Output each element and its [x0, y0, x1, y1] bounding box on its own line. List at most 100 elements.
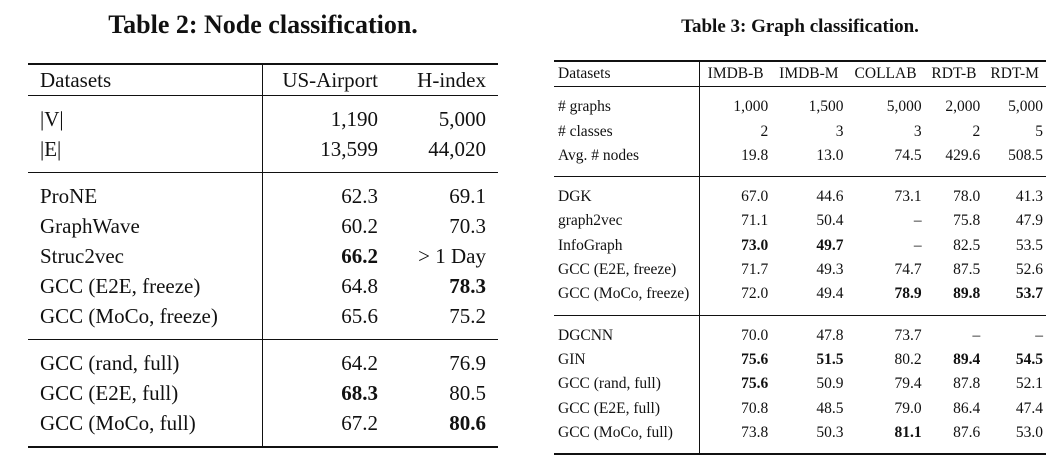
cell-value: 71.1 — [700, 209, 772, 233]
value: 87.6 — [953, 423, 981, 441]
cell-value: 508.5 — [983, 144, 1046, 177]
cell-value: 5,000 — [846, 87, 924, 120]
table-row: GCC (rand, full) 64.2 76.9 — [28, 339, 498, 378]
t3-header-0: Datasets — [554, 61, 700, 87]
cell-value: 73.0 — [700, 234, 772, 258]
cell-value: 62.3 — [263, 173, 389, 212]
value: 79.0 — [894, 399, 922, 417]
table-row: # classes 2 3 3 2 5 — [554, 119, 1046, 144]
value: 3 — [835, 122, 844, 140]
value: 41.3 — [1015, 188, 1043, 206]
cell-value: 2 — [700, 120, 772, 144]
value: – — [1035, 326, 1043, 344]
value: 76.9 — [449, 351, 486, 375]
cell-value: 70.0 — [700, 315, 772, 348]
row-label: GCC (E2E, full) — [28, 378, 263, 408]
cell-value: 73.1 — [846, 177, 924, 210]
t3-header-2: IMDB-M — [779, 65, 839, 82]
table-row: GIN 75.6 51.5 80.2 89.4 54.5 — [554, 347, 1046, 373]
best-value: 54.5 — [1015, 350, 1043, 368]
cell-value: 1,500 — [771, 87, 846, 120]
cell-value: 1,000 — [700, 87, 772, 120]
value: 80.5 — [449, 381, 486, 405]
value: 429.6 — [945, 146, 981, 164]
best-value: 53.7 — [1015, 285, 1043, 303]
value: 47.9 — [1015, 212, 1043, 230]
row-label: Struc2vec — [28, 241, 263, 271]
cell-value: 67.0 — [700, 177, 772, 210]
cell-value: 73.7 — [846, 315, 924, 348]
value: 67.2 — [341, 411, 378, 435]
value: 53.0 — [1015, 423, 1043, 441]
cell-value: 3 — [771, 120, 846, 144]
row-label: graph2vec — [554, 209, 700, 234]
best-value: 81.1 — [894, 423, 922, 441]
value: 49.4 — [816, 285, 844, 303]
row-label: GCC (rand, full) — [554, 372, 700, 397]
value: 70.3 — [449, 214, 486, 238]
cell-value: 429.6 — [925, 144, 984, 177]
cell-value: – — [846, 234, 924, 258]
cell-value: 70.8 — [700, 397, 772, 421]
cell-value: 13,599 — [263, 134, 389, 173]
cell-value: 2 — [925, 120, 984, 144]
row-label: GIN — [554, 347, 700, 373]
value: 73.8 — [741, 423, 769, 441]
value: 1,190 — [330, 107, 378, 131]
cell-value: 49.4 — [771, 282, 846, 315]
cell-value: 49.3 — [771, 258, 846, 282]
value: 2 — [972, 122, 981, 140]
value: 5 — [1035, 122, 1043, 140]
cell-value: 75.2 — [388, 301, 498, 340]
table-row: GCC (MoCo, full) 67.2 80.6 — [28, 408, 498, 447]
cell-value: 78.3 — [388, 271, 498, 301]
t3-header-4: RDT-B — [931, 65, 977, 82]
value: 75.2 — [449, 304, 486, 328]
best-value: 89.4 — [953, 350, 981, 368]
value: 47.8 — [816, 326, 844, 344]
value: 67.0 — [741, 188, 769, 206]
cell-value: 78.9 — [846, 282, 924, 315]
value: 3 — [913, 122, 922, 140]
value: 87.5 — [953, 261, 981, 279]
cell-value: 89.4 — [925, 348, 984, 372]
table-row: # graphs 1,000 1,500 5,000 2,000 5,000 — [554, 86, 1046, 120]
best-value: 78.9 — [894, 285, 922, 303]
t3-header-1: IMDB-B — [707, 65, 764, 82]
table-row: ProNE 62.3 69.1 — [28, 172, 498, 212]
cell-value: 87.8 — [925, 372, 984, 396]
row-label: GCC (E2E, freeze) — [554, 258, 700, 283]
table-row: GCC (MoCo, full) 73.8 50.3 81.1 87.6 53.0 — [554, 420, 1046, 455]
cell-value: 64.8 — [263, 271, 389, 301]
table-row: InfoGraph 73.0 49.7 – 82.5 53.5 — [554, 233, 1046, 259]
cell-value: 5,000 — [388, 96, 498, 135]
row-label: GCC (E2E, full) — [554, 396, 700, 421]
cell-value: 69.1 — [388, 173, 498, 212]
value: – — [913, 236, 922, 254]
t2-header-1: US-Airport — [282, 68, 378, 92]
cell-value: 1,190 — [263, 96, 389, 135]
row-label: |E| — [28, 134, 263, 173]
table-row: DGCNN 70.0 47.8 73.7 – – — [554, 315, 1046, 348]
value: – — [913, 212, 922, 230]
best-value: 75.6 — [741, 350, 769, 368]
value: 71.1 — [741, 212, 769, 230]
value: 62.3 — [341, 184, 378, 208]
value: > 1 Day — [418, 244, 486, 268]
value: 79.4 — [894, 375, 922, 393]
value: 87.8 — [953, 375, 981, 393]
row-label: # classes — [554, 119, 700, 144]
value: – — [972, 326, 981, 344]
cell-value: 75.8 — [925, 209, 984, 233]
cell-value: 51.5 — [771, 348, 846, 372]
value: 1,000 — [733, 98, 769, 116]
cell-value: 53.7 — [983, 282, 1046, 315]
cell-value: 68.3 — [263, 378, 389, 408]
best-value: 73.0 — [741, 236, 769, 254]
table2: Datasets US-Airport H-index |V| 1,190 5,000 |E… — [28, 63, 498, 448]
cell-value: 44,020 — [388, 134, 498, 173]
cell-value: 5 — [983, 120, 1046, 144]
value: 508.5 — [1008, 146, 1043, 164]
value: 80.2 — [894, 350, 922, 368]
t3-header-3: COLLAB — [854, 65, 917, 82]
